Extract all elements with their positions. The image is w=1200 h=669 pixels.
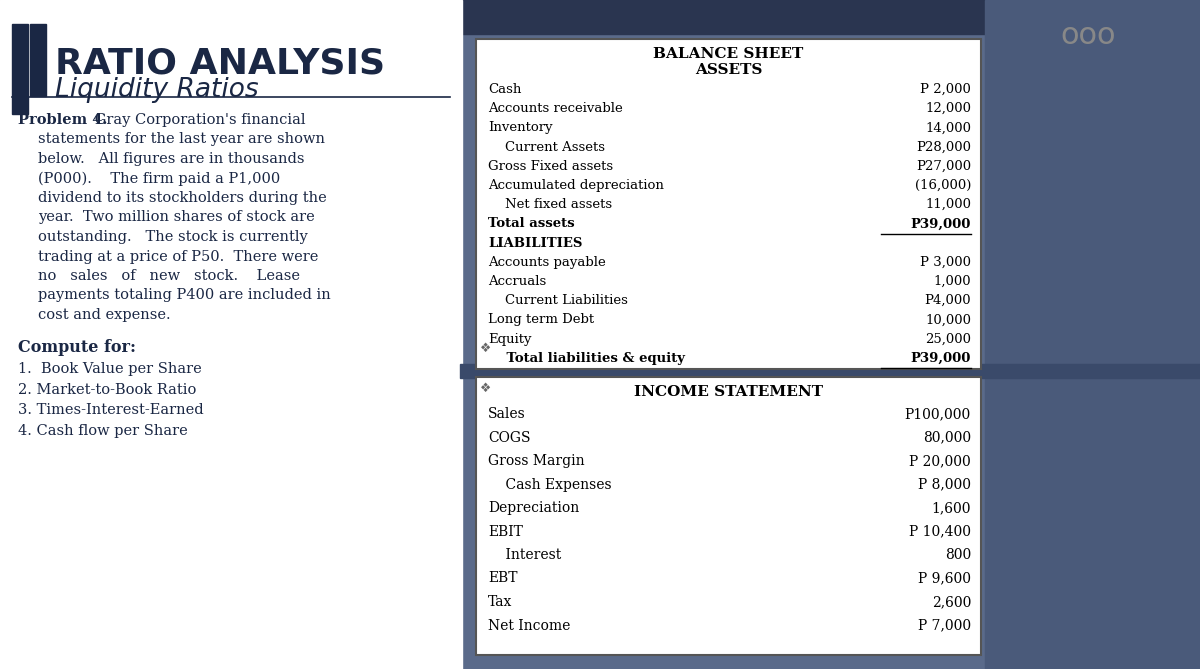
Text: (16,000): (16,000) [914, 179, 971, 192]
Text: trading at a price of P50.  There were: trading at a price of P50. There were [38, 250, 318, 264]
Text: Total liabilities & equity: Total liabilities & equity [488, 352, 685, 365]
Text: 14,000: 14,000 [925, 121, 971, 134]
Text: statements for the last year are shown: statements for the last year are shown [38, 132, 325, 147]
Bar [460, 364, 1200, 378]
Text: Compute for:: Compute for: [18, 339, 136, 357]
Text: cost and expense.: cost and expense. [38, 308, 170, 322]
Text: Long term Debt: Long term Debt [488, 313, 594, 326]
Text: no   sales   of   new   stock.    Lease: no sales of new stock. Lease [38, 269, 300, 283]
Text: Cash: Cash [488, 83, 521, 96]
Text: EBT: EBT [488, 571, 517, 585]
Text: 1,000: 1,000 [934, 275, 971, 288]
Text: Accruals: Accruals [488, 275, 546, 288]
Text: 1,600: 1,600 [931, 501, 971, 515]
Text: 12,000: 12,000 [925, 102, 971, 115]
Text: ooo: ooo [1060, 21, 1116, 50]
Text: COGS: COGS [488, 430, 530, 444]
Text: Current Assets: Current Assets [488, 140, 605, 154]
Text: Current Liabilities: Current Liabilities [488, 294, 628, 307]
Text: Gross Margin: Gross Margin [488, 454, 584, 468]
Text: below.   All figures are in thousands: below. All figures are in thousands [38, 152, 305, 166]
Text: P 9,600: P 9,600 [918, 571, 971, 585]
Text: 2. Market-to-Book Ratio: 2. Market-to-Book Ratio [18, 383, 197, 397]
Text: Inventory: Inventory [488, 121, 553, 134]
Text: LIABILITIES: LIABILITIES [488, 237, 582, 250]
Text: Accounts payable: Accounts payable [488, 256, 606, 269]
Text: Tax: Tax [488, 595, 512, 609]
Text: P39,000: P39,000 [911, 352, 971, 365]
Text: Sales: Sales [488, 407, 526, 421]
Text: BALANCE SHEET: BALANCE SHEET [653, 47, 804, 61]
Text: ❖: ❖ [480, 382, 491, 395]
Text: 3. Times-Interest-Earned: 3. Times-Interest-Earned [18, 403, 204, 417]
Text: EBIT: EBIT [488, 524, 523, 539]
Text: dividend to its stockholders during the: dividend to its stockholders during the [38, 191, 326, 205]
Text: ASSETS: ASSETS [695, 63, 762, 77]
Text: P27,000: P27,000 [916, 160, 971, 173]
Text: outstanding.   The stock is currently: outstanding. The stock is currently [38, 230, 307, 244]
FancyBboxPatch shape [476, 377, 982, 655]
Text: Liquidity Ratios: Liquidity Ratios [55, 77, 259, 103]
Text: P 8,000: P 8,000 [918, 478, 971, 492]
Text: ❖: ❖ [480, 342, 491, 355]
Text: 4. Cash flow per Share: 4. Cash flow per Share [18, 425, 187, 438]
Text: Problem 4.: Problem 4. [18, 113, 107, 127]
Text: payments totaling P400 are included in: payments totaling P400 are included in [38, 288, 331, 302]
Text: Depreciation: Depreciation [488, 501, 580, 515]
Text: RATIO ANALYSIS: RATIO ANALYSIS [55, 47, 385, 81]
Text: Net Income: Net Income [488, 619, 570, 632]
Text: year.  Two million shares of stock are: year. Two million shares of stock are [38, 211, 314, 225]
Text: Total assets: Total assets [488, 217, 575, 230]
Text: P39,000: P39,000 [911, 217, 971, 230]
Text: P 7,000: P 7,000 [918, 619, 971, 632]
Text: 80,000: 80,000 [923, 430, 971, 444]
Text: 25,000: 25,000 [925, 332, 971, 346]
Bar [460, 0, 1200, 34]
FancyBboxPatch shape [476, 39, 982, 369]
Text: 1.  Book Value per Share: 1. Book Value per Share [18, 361, 202, 375]
Text: INCOME STATEMENT: INCOME STATEMENT [634, 385, 823, 399]
Bar [12, 24, 28, 114]
Text: 11,000: 11,000 [925, 198, 971, 211]
Text: Cash Expenses: Cash Expenses [488, 478, 612, 492]
Text: 10,000: 10,000 [925, 313, 971, 326]
Bar [0, 0, 462, 669]
Text: P 10,400: P 10,400 [910, 524, 971, 539]
Text: P4,000: P4,000 [924, 294, 971, 307]
Text: 800: 800 [944, 548, 971, 562]
Text: Accumulated depreciation: Accumulated depreciation [488, 179, 664, 192]
Text: P28,000: P28,000 [916, 140, 971, 154]
Text: P 20,000: P 20,000 [910, 454, 971, 468]
Text: 2,600: 2,600 [931, 595, 971, 609]
Bar [460, 0, 1200, 669]
Bar [985, 0, 1200, 669]
Text: Net fixed assets: Net fixed assets [488, 198, 612, 211]
Text: P100,000: P100,000 [905, 407, 971, 421]
Text: P 3,000: P 3,000 [920, 256, 971, 269]
Text: Gray Corporation's financial: Gray Corporation's financial [90, 113, 306, 127]
Text: Gross Fixed assets: Gross Fixed assets [488, 160, 613, 173]
Text: Interest: Interest [488, 548, 562, 562]
Text: P 2,000: P 2,000 [920, 83, 971, 96]
Text: (P000).    The firm paid a P1,000: (P000). The firm paid a P1,000 [38, 171, 281, 186]
Text: Equity: Equity [488, 332, 532, 346]
Bar [30, 24, 46, 96]
Text: Accounts receivable: Accounts receivable [488, 102, 623, 115]
